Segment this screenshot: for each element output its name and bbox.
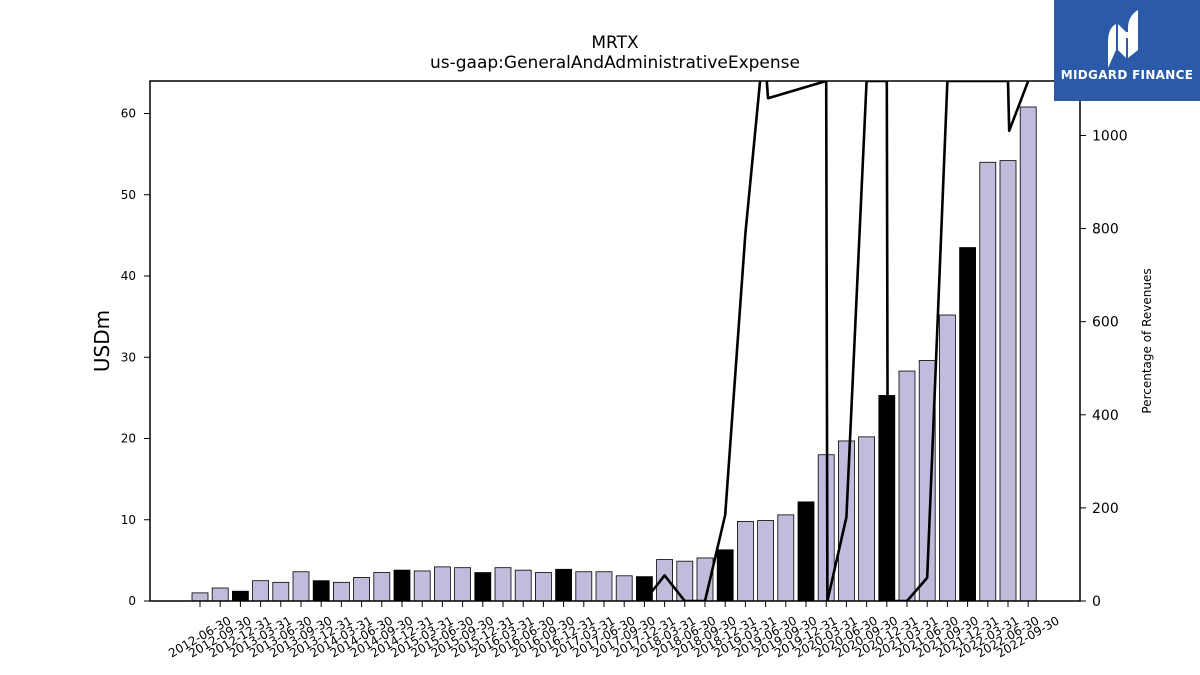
bar xyxy=(494,567,512,602)
y-tick-label: 50 xyxy=(121,188,136,202)
bar xyxy=(737,520,754,602)
plot-frame xyxy=(149,80,1081,602)
bar xyxy=(939,314,956,602)
y2-axis-label: Percentage of Revenues xyxy=(1140,268,1154,413)
y2-tick-label: 1000 xyxy=(1092,128,1128,144)
y-tick-label: 60 xyxy=(121,107,136,121)
bar xyxy=(454,567,472,602)
y2-tick-label: 0 xyxy=(1092,594,1101,610)
y-tick-label: 40 xyxy=(121,269,136,283)
bar xyxy=(413,570,431,602)
bar xyxy=(373,572,391,602)
bar xyxy=(393,569,411,602)
y-axis-label: USDm xyxy=(90,310,114,372)
bar xyxy=(272,581,290,602)
bar xyxy=(211,587,229,602)
bar xyxy=(555,568,572,602)
bar xyxy=(858,436,875,602)
bar xyxy=(898,370,916,602)
y-tick-label: 10 xyxy=(121,513,136,527)
bar xyxy=(797,501,815,602)
right-axis-ticks: 0 200 400 600 800 1000 xyxy=(1080,128,1128,610)
bar xyxy=(575,571,593,602)
y2-tick-label: 400 xyxy=(1092,408,1119,424)
bar xyxy=(716,549,734,602)
bar xyxy=(191,592,209,602)
bar xyxy=(1019,106,1037,602)
chart-subtitle: us-gaap:GeneralAndAdministrativeExpense xyxy=(430,53,800,73)
x-axis-ticks: 2012-06-302012-09-302012-12-312013-03-31… xyxy=(166,601,1062,660)
y2-tick-label: 600 xyxy=(1092,315,1119,331)
bar xyxy=(332,581,350,602)
bar xyxy=(636,576,653,602)
bar xyxy=(615,575,633,602)
midgard-logo-icon xyxy=(1108,10,1138,68)
bar xyxy=(474,572,492,602)
bar xyxy=(252,580,270,602)
bar xyxy=(231,590,249,602)
bar xyxy=(959,247,976,602)
y2-tick-label: 200 xyxy=(1092,501,1119,517)
bar xyxy=(757,520,774,602)
bar xyxy=(979,161,997,602)
y-tick-label: 20 xyxy=(121,432,136,446)
bar xyxy=(535,572,552,602)
series-line xyxy=(643,81,1030,601)
chart-title: MRTX xyxy=(591,33,639,53)
bar xyxy=(312,580,330,602)
bar xyxy=(433,566,451,602)
bar xyxy=(353,577,371,602)
y2-tick-label: 800 xyxy=(1092,222,1119,238)
y-tick-label: 30 xyxy=(121,350,136,364)
logo-text: MIDGARD FINANCE xyxy=(1060,68,1194,82)
y-tick-label: 0 xyxy=(128,594,136,608)
bar xyxy=(595,571,613,602)
bar xyxy=(777,514,795,602)
bar xyxy=(999,160,1017,602)
bar xyxy=(656,559,673,602)
left-axis-ticks: 0 10 20 30 40 50 60 xyxy=(121,107,150,608)
bar xyxy=(514,569,532,602)
logo: MIDGARD FINANCE xyxy=(1054,0,1200,101)
bars-layer xyxy=(191,106,1037,602)
line-layer xyxy=(643,81,1030,601)
bar xyxy=(292,571,310,602)
